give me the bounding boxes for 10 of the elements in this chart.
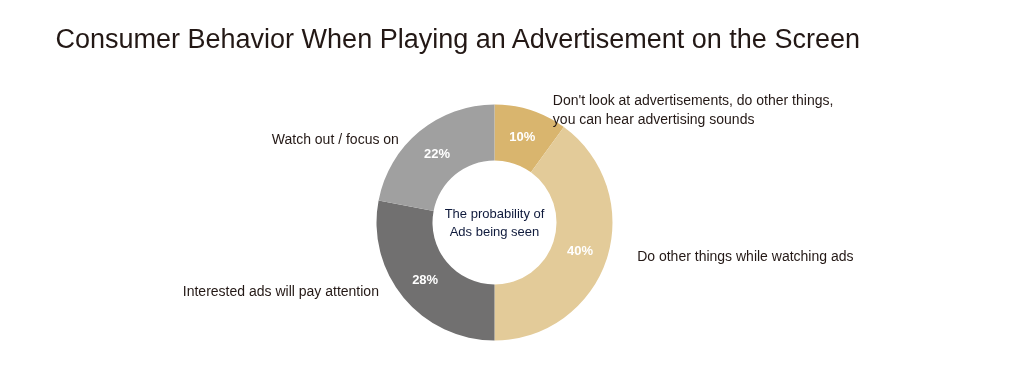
data-label: 28% xyxy=(412,272,439,288)
slice-label: Interested ads will pay attention xyxy=(182,283,379,300)
slice-label: Don't look at advertisements, do other things, you can hear advertising sounds xyxy=(552,92,834,128)
data-label: 10% xyxy=(509,129,536,145)
data-label: 22% xyxy=(424,145,451,161)
chart-title: Consumer Behavior When Playing an Advertisement on the Screen xyxy=(55,23,860,54)
slice-label: Do other things while watching ads xyxy=(637,247,854,264)
slice-label: Watch out / focus on xyxy=(271,131,399,148)
text: The probability of Ads being seen xyxy=(444,206,545,239)
data-label: 40% xyxy=(567,242,594,258)
